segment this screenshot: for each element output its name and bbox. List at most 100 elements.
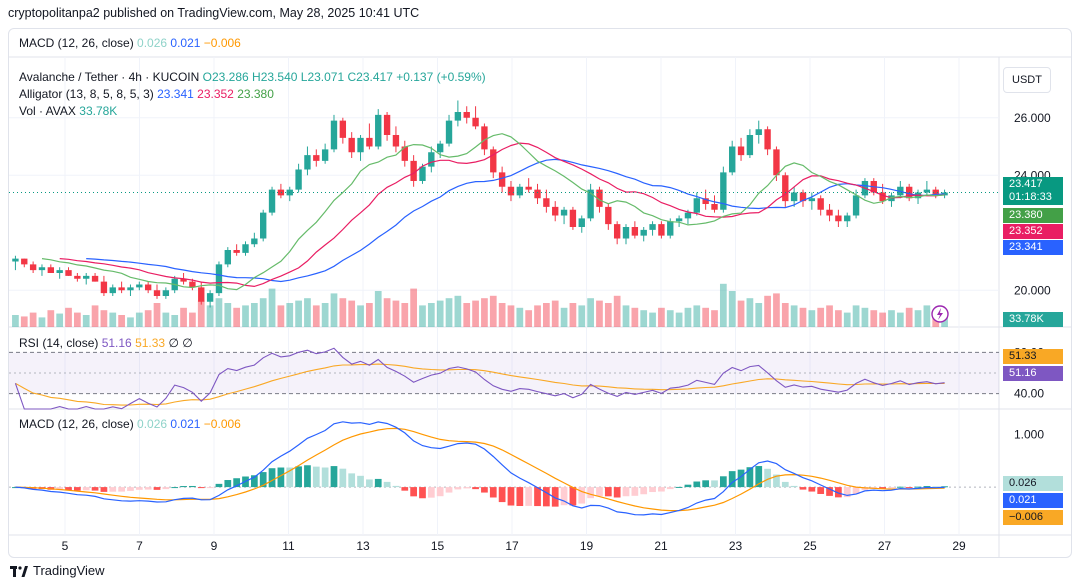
volume-bar (295, 300, 302, 327)
currency-button[interactable]: USDT (1003, 67, 1051, 93)
volume-bar (879, 312, 886, 327)
macd-histogram-bar (374, 478, 382, 488)
candle-body (339, 120, 347, 138)
macd-histogram-bar (843, 487, 851, 498)
macd-histogram-bar (896, 486, 904, 488)
volume-bar (56, 313, 64, 327)
candle-body (755, 129, 762, 135)
chart-frame[interactable]: 26.000 24.000 20.000 5 7 9 11 13 15 17 19 21 23 25 27 2… (8, 28, 1072, 558)
volume-bar (277, 305, 285, 327)
macd-histogram-bar (702, 480, 710, 488)
candle-body (260, 212, 267, 239)
candle-body (242, 244, 249, 253)
time-axis-label: 13 (356, 539, 370, 553)
macd-histogram-bar (65, 487, 72, 491)
macd-histogram-bar (764, 468, 771, 488)
volume-bar (224, 303, 232, 327)
candle-body (729, 146, 736, 173)
volume-bar (74, 312, 81, 327)
candle-body (304, 155, 311, 170)
alligator-label[interactable]: Alligator (13, 8, 5, 8, 5, 3) (19, 87, 154, 101)
volume-bar (339, 298, 347, 327)
macd-histogram-bar (118, 487, 125, 492)
volume-bar (693, 305, 701, 327)
macd-histogram-bar (180, 486, 187, 488)
volume-bar (896, 312, 904, 327)
footer-brand[interactable]: TradingView (33, 563, 105, 578)
rsi-empty-2: ∅ (182, 336, 193, 350)
candle-body (295, 169, 302, 190)
publish-line: cryptopolitanpa2 published on TradingVie… (8, 6, 420, 20)
candle-body (790, 192, 798, 202)
high-value: H23.540 (252, 70, 298, 84)
volume-bar (596, 300, 603, 327)
volume-bar (481, 298, 488, 327)
bar-countdown: 01:18:33 (1009, 191, 1052, 203)
macd-histogram-bar (879, 487, 886, 489)
lightning-bolt-icon (937, 308, 943, 320)
candle-body (844, 215, 851, 222)
macd-histogram-bar (666, 487, 674, 490)
candle-body (737, 146, 745, 156)
candle-body (773, 149, 780, 176)
candle-body (12, 258, 19, 262)
volume-value: 33.78K (79, 104, 118, 118)
candle-body (100, 281, 108, 294)
volume-bar (357, 305, 364, 327)
symbol-title[interactable]: Avalanche / Tether · 4h · KUCOIN (19, 70, 200, 84)
candle-body (799, 192, 807, 202)
candle-body (428, 152, 435, 167)
candle-body (206, 293, 214, 302)
volume-label[interactable]: Vol · AVAX (19, 104, 76, 118)
macd-histogram-bar (578, 487, 586, 504)
candle-body (38, 267, 46, 271)
macd-histogram-bar (932, 486, 940, 488)
time-axis-label: 27 (878, 539, 892, 553)
alligator-jaw-value: 23.341 (157, 87, 194, 101)
macd-histogram-bar (808, 487, 816, 492)
volume-bar (826, 305, 833, 327)
macd-header-legend: MACD (12, 26, close) 0.026 0.021 −0.006 (19, 36, 241, 50)
candle-body (118, 287, 125, 291)
candle-body (180, 278, 187, 282)
macd-histogram-bar (826, 487, 833, 496)
volume-bar (790, 305, 798, 327)
alligator-lips-value: 23.380 (237, 87, 274, 101)
volume-bar (914, 310, 922, 327)
macd-histogram-bar (817, 487, 825, 494)
rsi-label[interactable]: RSI (14, close) (19, 336, 99, 350)
macd-histogram-bar (286, 467, 294, 488)
volume-bar (144, 310, 152, 327)
macd-histogram-bar (206, 487, 214, 489)
candle-body (144, 284, 152, 291)
macd-histogram-bar (675, 486, 683, 488)
volume-bar (737, 300, 745, 327)
candle-body (658, 224, 665, 236)
volume-bar (888, 310, 895, 327)
candle-body (21, 258, 28, 265)
volume-bar (905, 307, 913, 327)
candle-body (817, 198, 824, 210)
candle-body (490, 149, 497, 173)
volume-bar (250, 303, 258, 327)
volume-bar (658, 307, 665, 327)
candle-body (826, 209, 833, 216)
volume-bar (675, 312, 683, 327)
volume-bar (286, 303, 294, 327)
candle-body (596, 189, 603, 207)
volume-bar (65, 307, 72, 327)
macd-histogram-bar (507, 487, 515, 506)
time-axis-label: 11 (282, 539, 295, 553)
candle-body (375, 114, 382, 147)
macd-histogram-bar (215, 483, 223, 488)
candle-body (251, 238, 258, 245)
volume-bar (472, 300, 479, 327)
macd-histogram-bar (109, 487, 117, 492)
macd-legend: MACD (12, 26, close) 0.026 0.021 −0.006 (19, 417, 241, 431)
volume-bar (304, 298, 311, 327)
macd-axis-label: 1.000 (1014, 428, 1044, 442)
macd-label[interactable]: MACD (12, 26, close) (19, 417, 134, 431)
volume-bar (12, 315, 19, 327)
volume-bar (171, 315, 179, 327)
